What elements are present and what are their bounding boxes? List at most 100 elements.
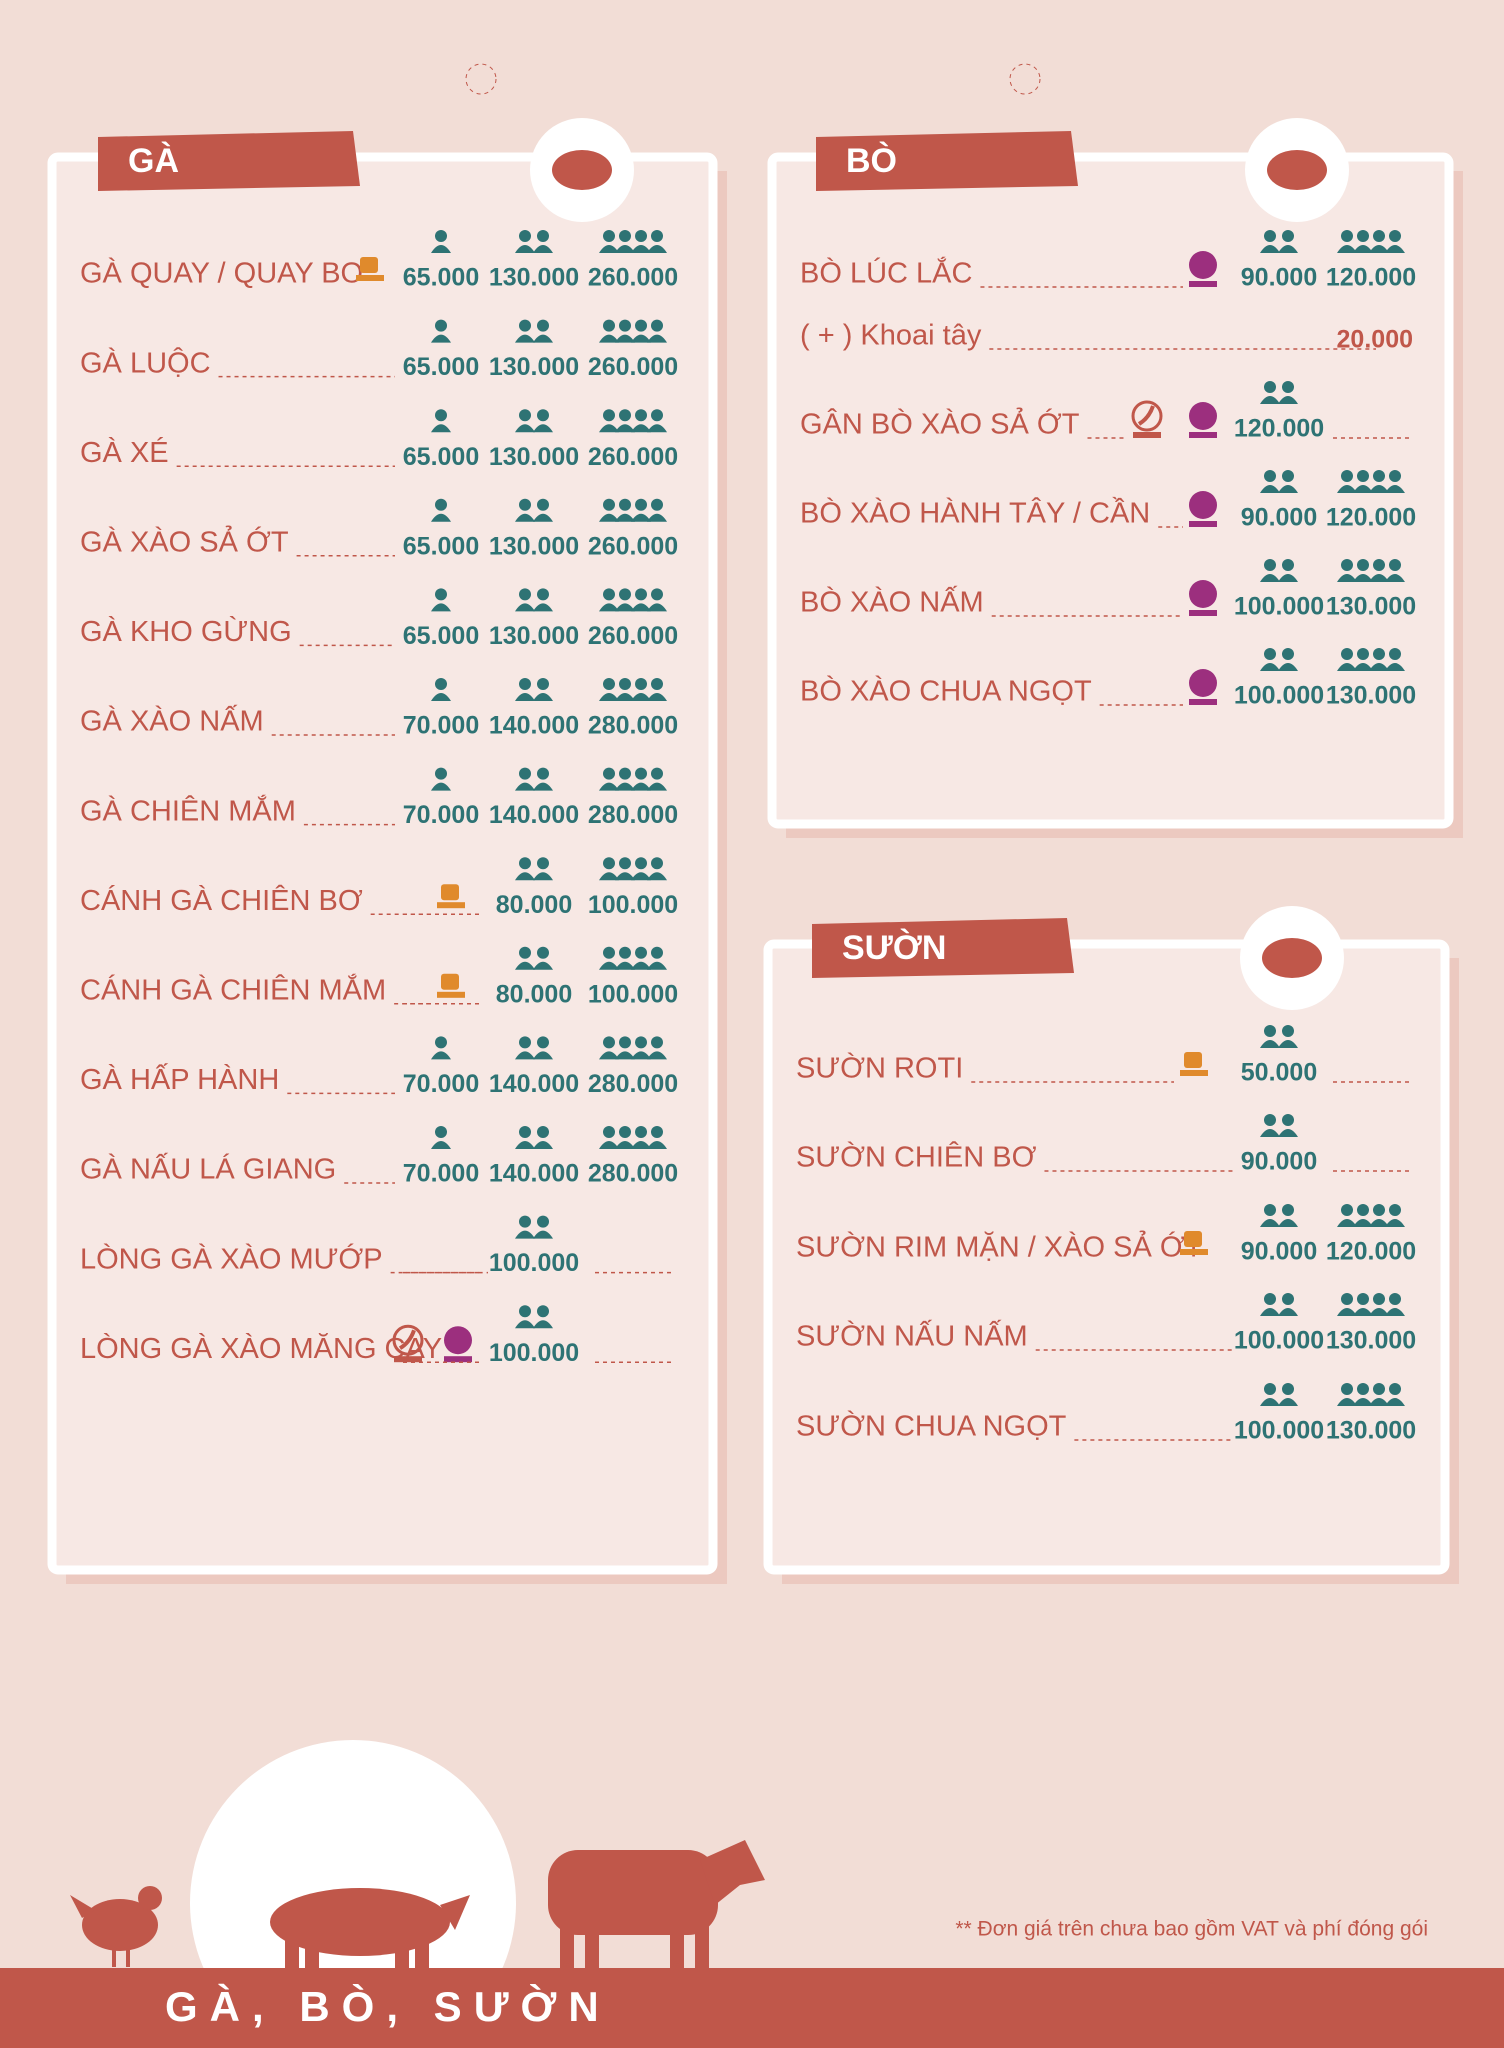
person-body <box>1369 485 1389 493</box>
item-price: 130.000 <box>489 622 579 650</box>
person-body <box>1369 1219 1389 1227</box>
person-body <box>1260 574 1280 582</box>
person-body <box>615 1141 635 1149</box>
person-head <box>651 319 663 332</box>
item-name: BÒ XÀO NẤM <box>800 585 984 619</box>
person-body <box>615 1051 635 1060</box>
item-name: LÒNG GÀ XÀO MĂNG CAY <box>80 1332 442 1365</box>
item-price: 140.000 <box>489 801 579 829</box>
person-head <box>435 319 447 332</box>
person-head <box>537 1305 549 1318</box>
person-head <box>619 678 631 690</box>
person-body <box>1278 1129 1298 1137</box>
banner-title: GÀ, BÒ, SƯỜN <box>165 1982 611 2030</box>
section-tab <box>98 131 360 191</box>
person-head <box>519 1036 531 1049</box>
item-name: GÀ XÀO NẤM <box>80 704 264 738</box>
person-body <box>1385 1398 1405 1406</box>
people-icon <box>1260 1114 1298 1137</box>
person-body <box>1385 485 1405 493</box>
person-head <box>619 767 631 780</box>
item-name: GÀ XÀO SẢ ỚT <box>80 524 289 558</box>
person-body <box>533 1051 553 1060</box>
item-price: 90.000 <box>1241 264 1317 292</box>
item-price: 280.000 <box>588 1160 678 1188</box>
item-price: 120.000 <box>1326 504 1416 532</box>
person-head <box>603 946 615 959</box>
person-head <box>651 1036 663 1049</box>
person-head <box>635 588 647 601</box>
people-icon <box>599 1036 667 1060</box>
people-icon <box>1260 381 1298 404</box>
person-head <box>519 319 531 332</box>
person-head <box>1282 1114 1294 1126</box>
chili-base <box>394 1356 422 1363</box>
person-body <box>533 1230 553 1239</box>
person-head <box>1389 1383 1401 1395</box>
person-body <box>533 245 553 253</box>
person-head <box>1264 230 1276 242</box>
person-body <box>1278 1308 1298 1316</box>
chili-badge <box>1131 400 1163 432</box>
item-price: 130.000 <box>1326 1327 1416 1355</box>
person-body <box>1260 1219 1280 1227</box>
person-head <box>1282 1383 1294 1395</box>
person-body <box>1278 663 1298 671</box>
item-price: 65.000 <box>403 622 479 650</box>
person-head <box>1264 1204 1276 1216</box>
person-body <box>431 1051 451 1060</box>
person-head <box>1357 1293 1369 1305</box>
person-body <box>431 245 451 253</box>
thumb-icon <box>356 257 384 281</box>
person-body <box>599 961 619 970</box>
person-body <box>647 1141 667 1149</box>
person-head <box>635 857 647 870</box>
thumb-base <box>356 275 384 281</box>
people-icon <box>515 1215 553 1239</box>
person-body <box>647 693 667 701</box>
people-icon <box>515 1036 553 1060</box>
person-body <box>1369 1398 1389 1406</box>
person-body <box>533 1141 553 1149</box>
people-icon <box>1337 230 1405 253</box>
person-head <box>619 1126 631 1138</box>
people-icon <box>1260 1025 1298 1048</box>
person-body <box>431 1141 451 1149</box>
thumb <box>441 973 459 990</box>
item-price: 100.000 <box>588 980 678 1008</box>
person-body <box>1337 1308 1357 1316</box>
item-price: 100.000 <box>1234 1327 1324 1355</box>
person-body <box>615 961 635 970</box>
item-price: 130.000 <box>1326 593 1416 621</box>
item-price: 280.000 <box>588 1070 678 1098</box>
hole <box>1009 63 1041 95</box>
item-name: SƯỜN RIM MẶN / XÀO SẢ ỚT <box>796 1230 1203 1264</box>
person-body <box>631 961 651 970</box>
person-body <box>515 782 535 791</box>
item-price: 65.000 <box>403 532 479 560</box>
person-body <box>631 424 651 433</box>
item-name: GÀ QUAY / QUAY BƠ <box>80 257 366 290</box>
person-body <box>431 782 451 791</box>
item-price: 130.000 <box>1326 682 1416 710</box>
item-name: GÂN BÒ XÀO SẢ ỚT <box>800 407 1080 441</box>
people-icon <box>431 1126 451 1149</box>
thumb <box>360 257 378 273</box>
person-head <box>519 1305 531 1318</box>
item-price: 100.000 <box>489 1249 579 1277</box>
item-name: CÁNH GÀ CHIÊN BƠ <box>80 884 363 917</box>
person-body <box>647 513 667 522</box>
animals <box>70 1840 765 1972</box>
person-head <box>635 498 647 511</box>
new-base <box>1189 432 1217 438</box>
item-name: SƯỜN CHUA NGỌT <box>796 1410 1067 1443</box>
person-head <box>1282 230 1294 242</box>
person-head <box>519 678 531 690</box>
person-body <box>1353 663 1373 671</box>
person-body <box>647 245 667 253</box>
item-price: 100.000 <box>1234 1417 1324 1445</box>
person-head <box>1282 559 1294 571</box>
person-body <box>1353 1308 1373 1316</box>
person-head <box>1264 648 1276 660</box>
item-price: 120.000 <box>1326 264 1416 292</box>
